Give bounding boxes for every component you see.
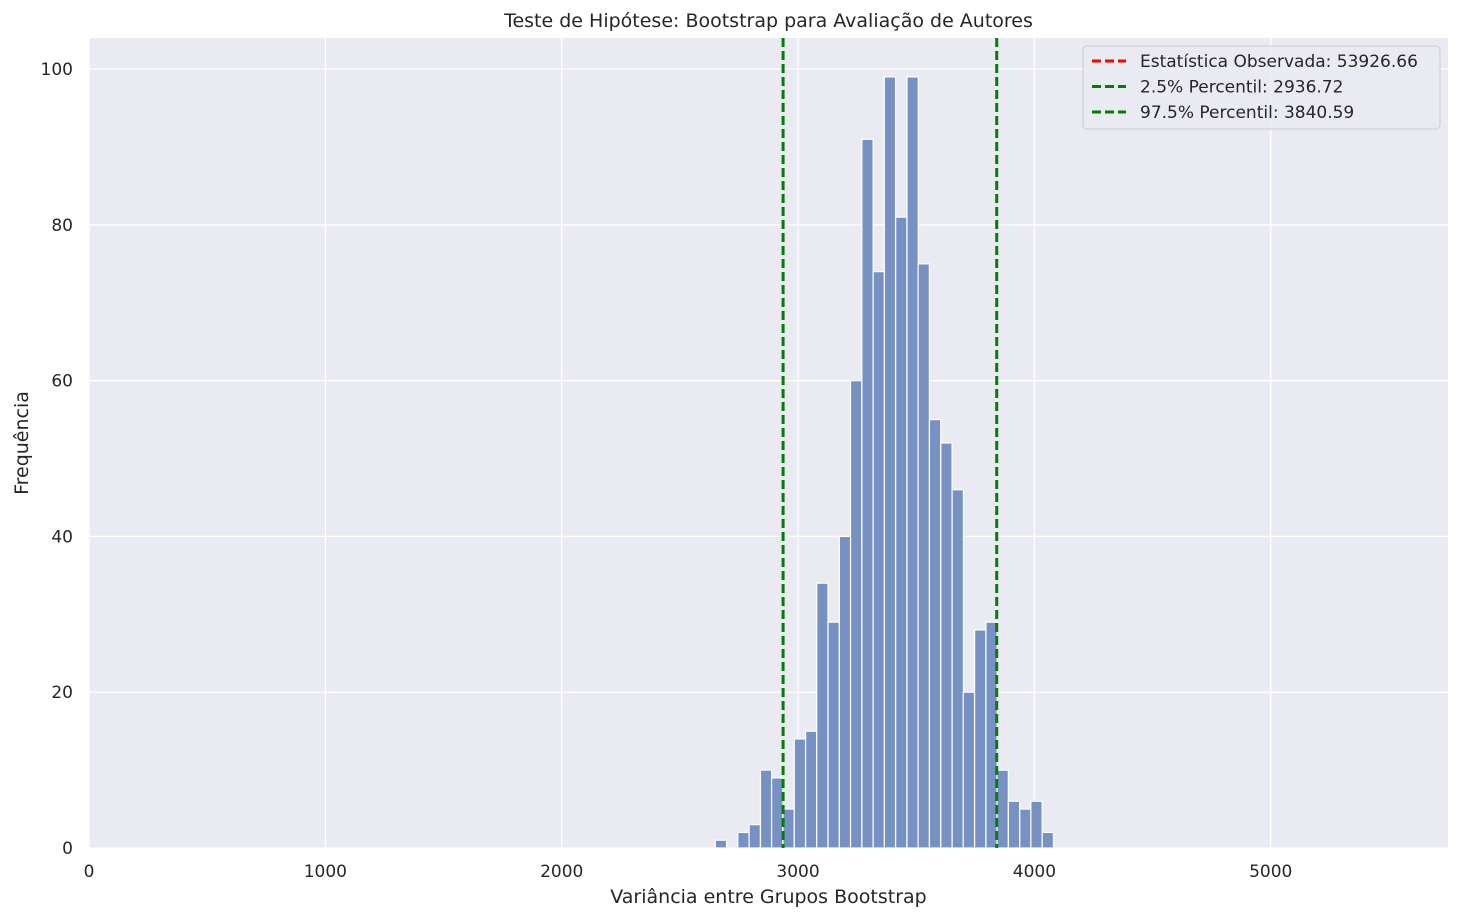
legend-label: 97.5% Percentil: 3840.59 bbox=[1140, 103, 1354, 123]
y-tick-label: 80 bbox=[51, 216, 73, 236]
histogram-bar bbox=[793, 738, 807, 849]
histogram-bar bbox=[928, 419, 942, 849]
histogram-bar bbox=[996, 769, 1009, 849]
grid-lines bbox=[88, 38, 1448, 849]
legend-label: 2.5% Percentil: 2936.72 bbox=[1140, 78, 1343, 98]
y-tick-label: 40 bbox=[51, 527, 73, 547]
histogram-bar bbox=[714, 839, 728, 849]
histogram-bar bbox=[759, 769, 773, 849]
y-axis-label: Frequência bbox=[11, 391, 33, 495]
histogram-bar bbox=[940, 442, 953, 849]
histogram-bar bbox=[1019, 808, 1032, 849]
chart-title: Teste de Hipótese: Bootstrap para Avalia… bbox=[503, 10, 1033, 32]
histogram-bar bbox=[770, 777, 784, 849]
y-tick-label: 0 bbox=[62, 839, 73, 859]
histogram-bar bbox=[737, 831, 750, 849]
legend-box bbox=[1082, 45, 1441, 130]
x-tick-label: 5000 bbox=[1249, 862, 1292, 882]
y-tick-label: 20 bbox=[51, 683, 73, 703]
percentile-lines bbox=[781, 38, 999, 848]
histogram-bar bbox=[816, 582, 829, 849]
histogram-bars bbox=[714, 76, 1055, 849]
histogram-bar bbox=[748, 824, 761, 849]
x-tick-label: 3000 bbox=[776, 862, 819, 882]
x-axis-label: Variância entre Grupos Bootstrap bbox=[610, 886, 926, 908]
histogram-bar bbox=[827, 621, 840, 849]
x-tick-label: 0 bbox=[84, 862, 95, 882]
plot-area bbox=[89, 38, 1448, 848]
x-tick-label: 1000 bbox=[304, 862, 347, 882]
histogram-bar bbox=[849, 380, 863, 849]
histogram-bar bbox=[973, 629, 987, 849]
x-tick-label: 2000 bbox=[540, 862, 583, 882]
x-tick-label: 4000 bbox=[1013, 862, 1056, 882]
histogram-bar bbox=[1030, 800, 1043, 849]
histogram-bar bbox=[861, 138, 874, 849]
legend: Estatística Observada: 53926.66 2.5% Perc… bbox=[1082, 45, 1441, 130]
histogram-bar bbox=[872, 271, 886, 849]
histogram-bar bbox=[962, 691, 976, 849]
histogram-bar bbox=[1007, 800, 1021, 849]
histogram-bar bbox=[838, 535, 852, 849]
histogram-bar bbox=[883, 76, 897, 849]
legend-label: Estatística Observada: 53926.66 bbox=[1140, 52, 1418, 72]
y-tick-label: 100 bbox=[41, 60, 73, 80]
y-tick-label: 60 bbox=[51, 372, 73, 392]
histogram-bar bbox=[1041, 831, 1055, 849]
histogram-bar bbox=[951, 489, 965, 849]
histogram-bar bbox=[917, 263, 930, 849]
histogram-bar bbox=[805, 730, 818, 849]
histogram-bar bbox=[906, 76, 919, 849]
histogram-bar bbox=[782, 808, 795, 849]
tick-labels: 0 1000 2000 3000 4000 5000 0 20 40 60 80 100 bbox=[41, 60, 1293, 882]
histogram-bar bbox=[895, 216, 908, 849]
